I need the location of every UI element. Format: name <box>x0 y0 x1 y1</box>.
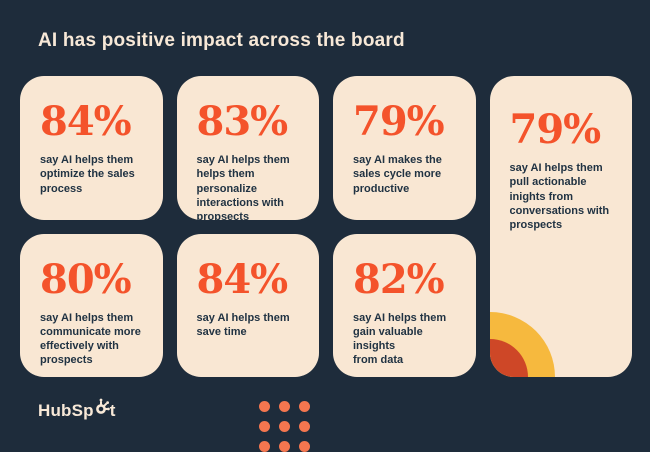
stat-description: say AI helps them gain valuable insights… <box>353 311 447 367</box>
stat-value: 80% <box>40 255 132 303</box>
stat-value: 84% <box>40 98 132 145</box>
stat-card-optimize-sales: 84% say AI helps them optimize the sales… <box>20 76 163 220</box>
hubspot-sprocket-icon <box>94 398 110 421</box>
page-title: AI has positive impact across the board <box>38 30 405 51</box>
decorative-dot <box>299 421 310 432</box>
hubspot-logo-text-suffix: t <box>109 401 116 420</box>
stat-card-sales-cycle: 79% say AI makes the sales cycle more pr… <box>333 76 476 220</box>
decorative-dot <box>299 401 310 412</box>
stat-description: say AI helps them communicate more effec… <box>40 311 141 367</box>
stat-card-communicate-effectively: 80% say AI helps them communicate more e… <box>20 233 163 377</box>
stat-description: say AI helps them optimize the sales pro… <box>40 154 135 195</box>
stat-value: 83% <box>196 98 289 145</box>
stat-value: 84% <box>196 255 289 303</box>
stat-description: say AI helps them pull actionable inight… <box>509 162 610 232</box>
decorative-dot <box>259 401 270 412</box>
decorative-dot <box>299 441 310 452</box>
decorative-dot <box>259 441 270 452</box>
stat-value: 79% <box>353 98 445 145</box>
stat-description: say AI helps them save time <box>196 311 290 338</box>
stat-card-grid: 84% say AI helps them optimize the sales… <box>20 76 632 377</box>
stat-value: 79% <box>509 106 602 153</box>
stat-card-valuable-insights: 82% say AI helps them gain valuable insi… <box>333 233 476 377</box>
stat-card-actionable-insights: 79% say AI helps them pull actionable in… <box>489 76 632 377</box>
decorative-dot <box>259 421 270 432</box>
stat-description: say AI makes the sales cycle more produc… <box>353 154 442 195</box>
decorative-dot <box>279 421 290 432</box>
hubspot-logo-text-prefix: HubSp <box>38 401 94 420</box>
stat-description: say AI helps them helps them personalize… <box>196 154 290 220</box>
stat-card-save-time: 84% say AI helps them save time <box>176 233 319 377</box>
decorative-dot <box>279 401 290 412</box>
stat-card-personalize-interactions: 83% say AI helps them helps them persona… <box>176 76 319 220</box>
decorative-dot <box>279 441 290 452</box>
hubspot-logo: HubSp t <box>38 398 116 421</box>
stat-value: 82% <box>353 255 445 303</box>
dot-grid-decoration <box>259 401 310 452</box>
